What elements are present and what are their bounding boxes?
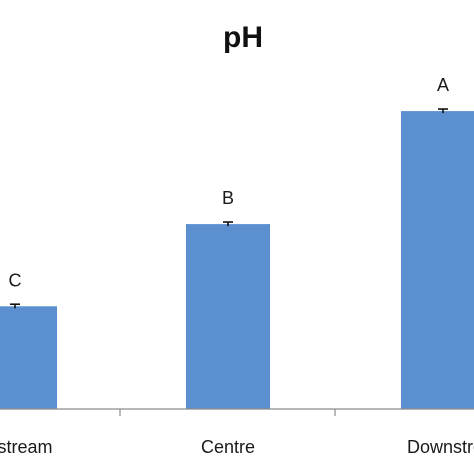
bars-layer	[0, 108, 474, 409]
x-tick-label: stream	[0, 437, 53, 457]
x-tick-label: Centre	[201, 437, 255, 457]
bar-upstream	[0, 306, 57, 409]
bar-centre	[186, 224, 270, 409]
significance-letter: C	[9, 270, 22, 290]
bar-downstream	[401, 111, 474, 409]
x-tick-label: Downstre	[407, 437, 474, 457]
significance-letter: B	[222, 188, 234, 208]
significance-letter: A	[437, 75, 449, 95]
chart-title: pH	[223, 21, 263, 54]
